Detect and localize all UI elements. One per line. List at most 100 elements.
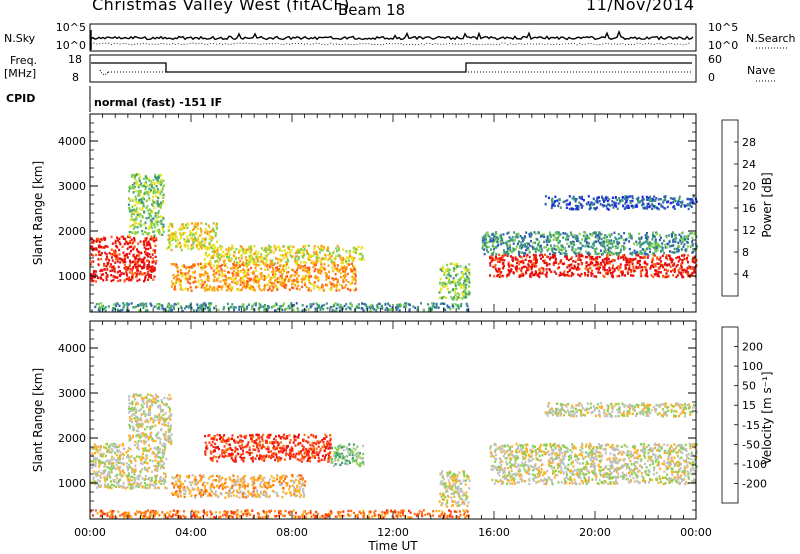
- power-echo-cell: [90, 278, 93, 282]
- power-echo-cell: [281, 269, 283, 272]
- power-echo-cell: [170, 248, 173, 252]
- power-echo-cell: [305, 285, 308, 289]
- power-echo-cell: [522, 240, 524, 243]
- power-echo-cell: [127, 309, 130, 312]
- power-echo-cell: [601, 258, 604, 262]
- power-echo-cell: [680, 271, 682, 274]
- power-echo-cell: [457, 283, 460, 286]
- power-echo-cell: [112, 278, 115, 282]
- power-echo-cell: [90, 253, 93, 256]
- power-echo-cell: [268, 285, 271, 288]
- power-echo-cell: [585, 265, 588, 268]
- power-echo-cell: [693, 233, 696, 236]
- power-echo-cell: [248, 258, 251, 262]
- power-echo-cell: [558, 250, 561, 253]
- power-echo-cell: [278, 270, 281, 274]
- power-echo-cell: [352, 258, 354, 262]
- power-echo-cell: [535, 256, 538, 259]
- power-echo-cell: [403, 305, 406, 309]
- power-echo-cell: [555, 232, 558, 235]
- power-echo-cell: [231, 246, 234, 250]
- power-echo-cell: [627, 204, 630, 207]
- power-echo-cell: [149, 255, 152, 259]
- power-echo-cell: [238, 264, 241, 267]
- power-echo-cell: [686, 271, 689, 274]
- power-echo-cell: [501, 256, 504, 259]
- power-echo-cell: [514, 258, 517, 261]
- power-echo-cell: [251, 257, 254, 260]
- power-echo-cell: [449, 280, 451, 283]
- power-echo-cell: [299, 261, 302, 264]
- power-echo-cell: [487, 245, 490, 249]
- power-echo-cell: [268, 279, 271, 283]
- power-echo-cell: [309, 304, 312, 307]
- power-echo-cell: [340, 268, 343, 271]
- velocity-echo-cell: [150, 479, 153, 482]
- power-echo-cell: [136, 230, 139, 234]
- power-echo-cell: [606, 235, 608, 238]
- power-echo-cell: [495, 269, 498, 273]
- power-echo-cell: [207, 279, 210, 282]
- power-echo-cell: [366, 306, 368, 309]
- power-echo-cell: [327, 264, 330, 267]
- power-echo-cell: [107, 305, 110, 308]
- power-echo-cell: [99, 302, 102, 305]
- velocity-echo-cell: [104, 454, 107, 458]
- power-echo-cell: [513, 247, 516, 251]
- power-echo-cell: [519, 235, 522, 238]
- power-echo-cell: [185, 244, 188, 247]
- power-echo-cell: [683, 238, 686, 241]
- power-echo-cell: [118, 241, 121, 244]
- power-echo-cell: [581, 195, 583, 199]
- power-echo-cell: [97, 250, 100, 253]
- power-echo-cell: [629, 199, 632, 203]
- power-echo-cell: [123, 260, 126, 263]
- power-echo-cell: [527, 268, 530, 272]
- power-colorbar-tick-label: 8: [742, 246, 749, 259]
- power-echo-cell: [352, 250, 355, 253]
- power-echo-cell: [98, 303, 100, 306]
- power-echo-cell: [498, 275, 501, 279]
- power-echo-cell: [291, 280, 294, 283]
- power-echo-cell: [149, 180, 152, 183]
- power-echo-cell: [675, 265, 678, 268]
- velocity-echo-cell: [111, 462, 114, 465]
- power-echoes: [90, 172, 698, 313]
- power-echo-cell: [142, 304, 145, 307]
- power-echo-cell: [181, 275, 184, 278]
- power-echo-cell: [218, 285, 221, 288]
- power-echo-cell: [134, 258, 137, 261]
- velocity-echo-cell: [112, 484, 115, 487]
- power-echo-cell: [345, 307, 348, 311]
- power-echo-cell: [617, 256, 620, 259]
- power-echo-cell: [206, 288, 209, 291]
- power-echo-cell: [203, 280, 206, 284]
- power-echo-cell: [494, 237, 497, 240]
- power-echo-cell: [672, 251, 675, 254]
- power-echo-cell: [274, 284, 277, 287]
- power-echo-cell: [278, 249, 281, 252]
- power-echo-cell: [674, 251, 677, 254]
- velocity-echo-cell: [121, 462, 124, 465]
- power-echo-cell: [194, 238, 197, 241]
- power-echo-cell: [659, 203, 662, 206]
- power-echo-cell: [126, 305, 129, 309]
- velocity-echo-cell: [153, 464, 156, 468]
- power-echo-cell: [316, 254, 319, 257]
- power-echo-cell: [248, 263, 251, 266]
- power-echo-cell: [612, 241, 615, 245]
- power-echo-cell: [359, 252, 362, 256]
- power-echo-cell: [440, 287, 443, 291]
- power-echo-cell: [485, 236, 487, 239]
- power-echo-cell: [130, 211, 133, 214]
- power-echo-cell: [197, 243, 200, 246]
- power-echo-cell: [520, 260, 523, 263]
- power-echo-cell: [176, 274, 179, 277]
- power-echo-cell: [313, 281, 316, 284]
- power-echo-cell: [665, 256, 668, 259]
- power-echo-cell: [593, 231, 596, 234]
- power-echo-cell: [684, 205, 687, 208]
- power-echo-cell: [173, 307, 175, 310]
- power-echo-cell: [575, 254, 578, 258]
- power-echo-cell: [210, 229, 213, 233]
